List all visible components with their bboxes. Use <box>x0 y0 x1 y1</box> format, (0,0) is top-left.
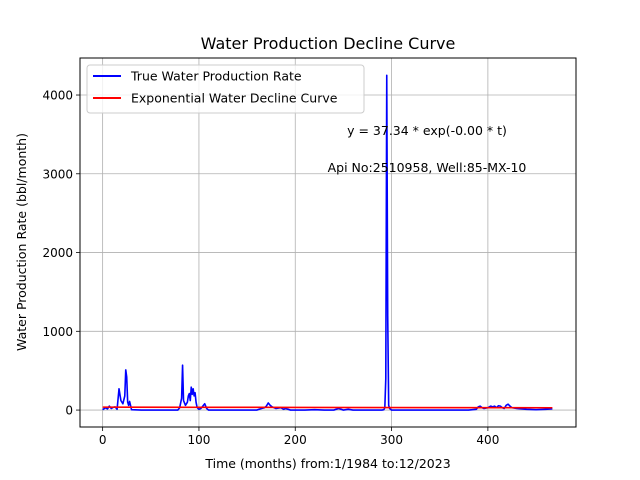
well-info-annotation: Api No:2510958, Well:85-MX-10 <box>328 160 527 175</box>
x-axis-label: Time (months) from:1/1984 to:12/2023 <box>204 456 450 471</box>
chart-title: Water Production Decline Curve <box>201 34 456 53</box>
y-tick-label: 2000 <box>42 246 73 260</box>
legend-label-exponential-curve: Exponential Water Decline Curve <box>131 91 338 106</box>
x-tick-label: 0 <box>99 433 107 447</box>
x-tick-label: 300 <box>380 433 403 447</box>
x-tick-label: 100 <box>187 433 210 447</box>
fit-equation-annotation: y = 37.34 * exp(-0.00 * t) <box>347 123 507 138</box>
x-tick-label: 400 <box>476 433 499 447</box>
legend: True Water Production Rate Exponential W… <box>86 64 365 114</box>
y-tick-label: 3000 <box>42 167 73 181</box>
y-tick-label: 4000 <box>42 89 73 103</box>
y-axis-label: Water Production Rate (bbl/month) <box>14 133 29 351</box>
series-lines <box>102 74 553 411</box>
y-tick-label: 0 <box>65 404 73 418</box>
y-tick-label: 1000 <box>42 325 73 339</box>
x-tick-label: 200 <box>284 433 307 447</box>
plot-frame <box>79 57 577 428</box>
legend-label-true-rate: True Water Production Rate <box>130 69 302 84</box>
legend-box <box>86 64 365 114</box>
exponential-water-decline-curve-line <box>102 406 553 409</box>
